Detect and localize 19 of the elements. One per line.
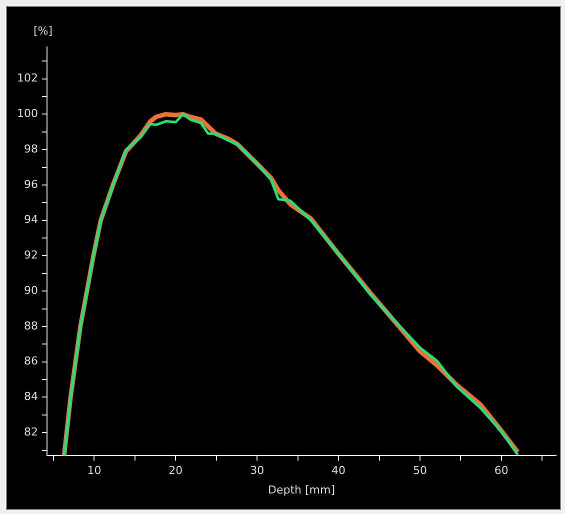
y-tick-label: 100 <box>16 107 38 120</box>
y-tick-label: 88 <box>24 319 38 332</box>
y-tick-label: 94 <box>24 213 38 226</box>
y-axis-title: [%] <box>33 24 53 38</box>
y-tick-label: 82 <box>24 425 38 438</box>
x-tick-label: 10 <box>87 464 102 478</box>
y-tick-label: 96 <box>24 178 38 191</box>
x-tick-label: 60 <box>494 464 508 478</box>
y-tick-label: 86 <box>24 354 38 368</box>
x-tick-label: 30 <box>250 464 264 478</box>
y-tick-label: 102 <box>16 72 38 85</box>
y-tick-label: 92 <box>24 248 38 262</box>
y-tick-label: 84 <box>24 390 38 404</box>
x-tick-label: 20 <box>168 464 183 478</box>
x-tick-label: 40 <box>332 464 346 478</box>
y-tick-label: 90 <box>24 284 38 297</box>
x-tick-label: 50 <box>412 464 427 478</box>
x-axis-title: Depth [mm] <box>268 483 336 496</box>
y-tick-label: 98 <box>24 142 38 156</box>
